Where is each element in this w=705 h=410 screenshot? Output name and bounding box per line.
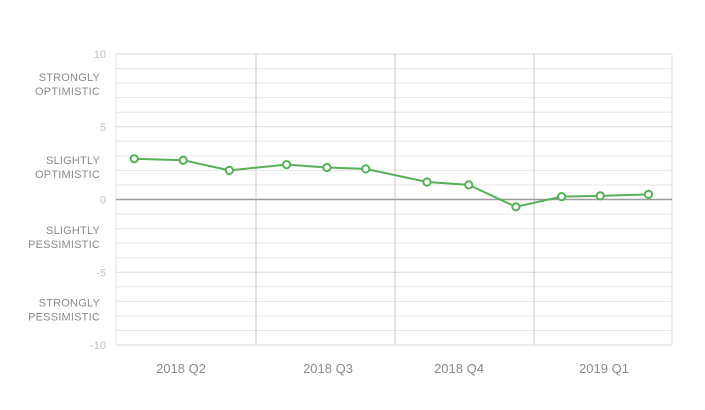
x-quarter-label: 2019 Q1 — [579, 361, 629, 376]
data-point — [643, 189, 654, 199]
y-tick-label: 5 — [100, 122, 106, 134]
data-point — [224, 165, 234, 175]
data-point — [178, 155, 188, 165]
data-point — [282, 160, 292, 170]
gridlines — [116, 53, 672, 346]
data-point — [422, 177, 432, 187]
series-line — [134, 157, 649, 208]
data-point — [464, 180, 474, 190]
data-point — [129, 154, 139, 164]
y-tick-label: 0 — [100, 195, 106, 207]
y-tick-label: -10 — [90, 340, 106, 352]
data-point — [361, 164, 371, 174]
data-point — [322, 162, 332, 173]
y-band-label: STRONGLY — [39, 298, 101, 310]
data-point — [511, 202, 521, 212]
y-band-label: OPTIMISTIC — [35, 86, 100, 98]
y-band-label: PESSIMISTIC — [28, 312, 100, 324]
y-band-label: STRONGLY — [39, 72, 101, 84]
y-band-label: OPTIMISTIC — [35, 169, 100, 181]
data-point — [595, 191, 605, 201]
x-quarter-label: 2018 Q4 — [434, 361, 484, 376]
y-tick-label: 10 — [94, 49, 106, 61]
y-band-label: SLIGHTLY — [46, 155, 100, 167]
x-quarter-label: 2018 Q2 — [156, 361, 206, 376]
x-quarter-label: 2018 Q3 — [303, 361, 353, 376]
y-band-label: SLIGHTLY — [46, 225, 100, 237]
data-point — [557, 192, 567, 202]
y-tick-label: -5 — [96, 267, 106, 279]
y-band-label: PESSIMISTIC — [28, 239, 100, 251]
